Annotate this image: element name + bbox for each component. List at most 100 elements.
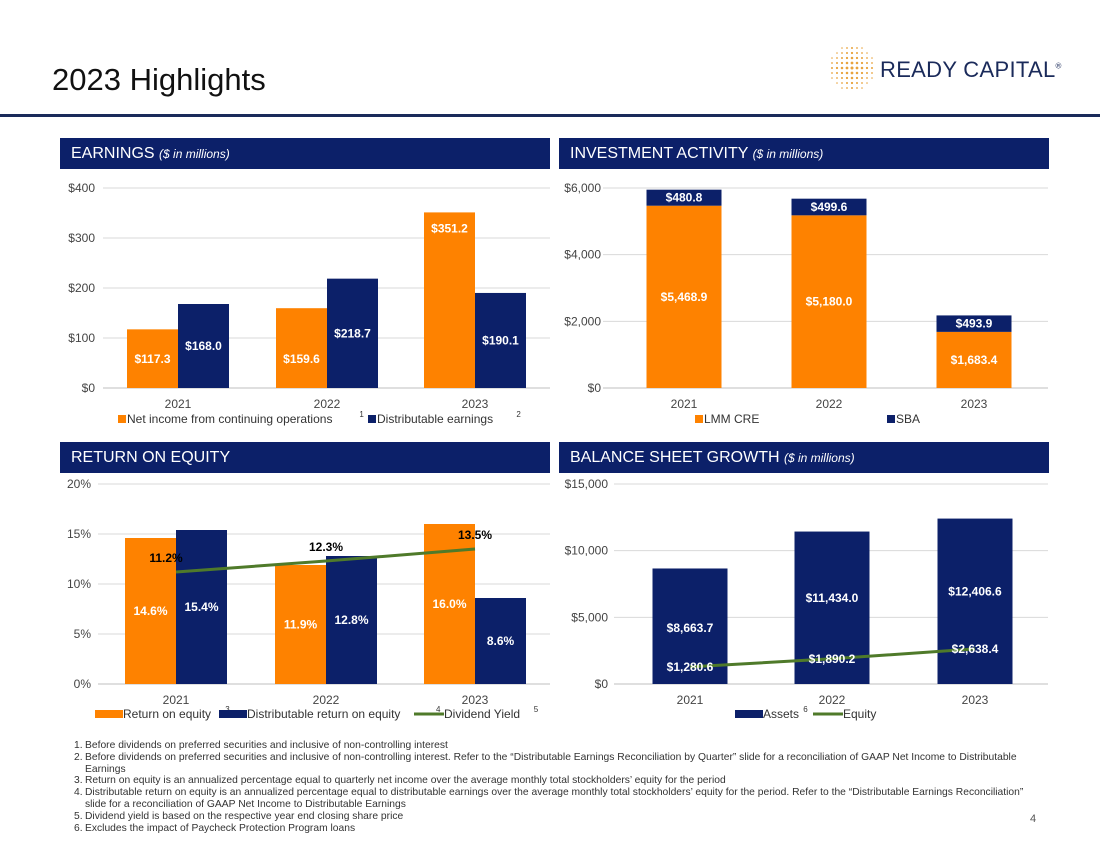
footnote-1: 1. Before dividends on preferred securiti… <box>74 740 1034 752</box>
balance-panel-title: BALANCE SHEET GROWTH <box>570 449 780 466</box>
earnings-panel-subtitle: ($ in millions) <box>159 147 230 161</box>
investment-panel-subtitle: ($ in millions) <box>752 147 824 161</box>
footnote-number: 2. <box>74 751 83 763</box>
logo-dot <box>866 57 868 59</box>
roe-legend-footnote: 3 <box>225 705 230 714</box>
investment-legend-swatch <box>887 415 895 423</box>
investment-data-label: $5,180.0 <box>806 295 853 309</box>
logo-dot <box>861 87 863 89</box>
logo-dot <box>856 47 858 49</box>
balance-xtick-label: 2023 <box>962 693 989 707</box>
logo-dot <box>855 61 859 65</box>
logo-dot <box>860 56 864 60</box>
logo-dot <box>841 47 843 49</box>
balance-line-equity <box>689 647 976 669</box>
logo-dot <box>850 56 854 60</box>
balance-ytick-label: $10,000 <box>565 544 609 558</box>
logo-dot <box>831 57 833 59</box>
logo-dot <box>871 77 873 79</box>
roe-panel-title: RETURN ON EQUITY <box>71 449 231 466</box>
balance-legend-label: Assets <box>763 707 799 721</box>
logo-dot <box>845 61 849 65</box>
roe-line-data-label: 11.2% <box>149 551 183 565</box>
footnote-5: 5. Dividend yield is based on the respect… <box>74 811 1034 823</box>
logo-dot <box>845 51 849 55</box>
logo-dot <box>861 82 863 84</box>
logo-dot <box>840 61 844 65</box>
balance-legend-swatch <box>735 710 763 718</box>
logo-dot <box>866 77 868 79</box>
logo-dot <box>846 87 848 89</box>
logo-dot <box>845 66 849 70</box>
logo-dot <box>866 52 868 54</box>
earnings-legend-label: Distributable earnings <box>377 412 493 426</box>
roe-panel-header: RETURN ON EQUITY <box>60 442 550 473</box>
balance-xtick-label: 2021 <box>677 693 704 707</box>
investment-ytick-label: $2,000 <box>564 314 601 328</box>
balance-bar-assets <box>937 518 1013 684</box>
earnings-ytick-label: $200 <box>68 281 95 295</box>
logo-dot <box>835 66 839 70</box>
company-logo: READY CAPITAL® <box>828 44 1061 92</box>
footnote-text: Return on equity is an annualized percen… <box>85 775 726 787</box>
logo-dot <box>850 76 854 80</box>
earnings-data-label: $351.2 <box>431 221 468 235</box>
logo-dot <box>846 47 848 49</box>
investment-bar-sba <box>646 189 722 206</box>
earnings-data-label: $159.6 <box>283 352 320 366</box>
roe-legend-label: Return on equity <box>123 707 211 721</box>
investment-bar-sba <box>936 315 1012 332</box>
balance-line-data-label: $1,280.6 <box>667 660 714 674</box>
logo-dot <box>855 71 859 75</box>
balance-data-label: $12,406.6 <box>948 584 1002 598</box>
logo-dot <box>836 77 838 79</box>
roe-xtick-label: 2023 <box>462 693 489 707</box>
logo-dot <box>860 71 864 75</box>
balance-legend-footnote: 6 <box>803 705 808 714</box>
logo-dot <box>850 81 854 85</box>
logo-dot <box>871 62 873 64</box>
investment-data-label: $1,683.4 <box>951 353 998 367</box>
balance-data-label: $8,663.7 <box>667 621 714 635</box>
logo-dot <box>871 72 873 74</box>
roe-legend-swatch <box>95 710 123 718</box>
footnote-number: 6. <box>74 822 83 834</box>
earnings-data-label: $168.0 <box>185 339 222 353</box>
roe-bar-series-1 <box>125 538 176 684</box>
earnings-legend-label: Net income from continuing operations <box>127 412 332 426</box>
footnotes: 1. Before dividends on preferred securiti… <box>74 740 1034 834</box>
balance-ytick-label: $0 <box>595 677 609 691</box>
investment-data-label: $480.8 <box>666 191 703 205</box>
balance-data-label: $11,434.0 <box>806 591 859 605</box>
logo-dot <box>840 66 844 70</box>
investment-panel-header: INVESTMENT ACTIVITY ($ in millions) <box>559 138 1049 169</box>
roe-bar-series-1 <box>275 565 326 684</box>
roe-ytick-label: 20% <box>67 477 91 491</box>
footnote-text: Distributable return on equity is an ann… <box>85 787 1024 810</box>
logo-dot <box>860 61 864 65</box>
roe-data-label: 11.9% <box>284 618 318 632</box>
investment-data-label: $5,468.9 <box>661 290 708 304</box>
roe-legend-label: Dividend Yield <box>444 707 520 721</box>
earnings-data-label: $218.7 <box>334 326 371 340</box>
footnote-4: 4. Distributable return on equity is an a… <box>74 787 1034 811</box>
logo-dot <box>831 62 833 64</box>
logo-dot <box>855 81 859 85</box>
logo-dot <box>850 71 854 75</box>
earnings-bar-series-1 <box>424 212 475 388</box>
earnings-panel-header: EARNINGS ($ in millions) <box>60 138 550 169</box>
roe-bar-series-2 <box>326 556 377 684</box>
earnings-xtick-label: 2023 <box>462 397 489 411</box>
earnings-ytick-label: $100 <box>68 331 95 345</box>
footnote-3: 3. Return on equity is an annualized perc… <box>74 775 1034 787</box>
footnote-text: Before dividends on preferred securities… <box>85 740 448 751</box>
earnings-xtick-label: 2021 <box>165 397 192 411</box>
footnote-number: 4. <box>74 787 83 799</box>
logo-dot <box>836 82 838 84</box>
investment-ytick-label: $6,000 <box>564 181 601 195</box>
logo-dot <box>860 66 864 70</box>
roe-data-label: 14.6% <box>133 604 167 618</box>
earnings-legend-footnote: 1 <box>359 410 364 419</box>
investment-ytick-label: $4,000 <box>564 248 601 262</box>
